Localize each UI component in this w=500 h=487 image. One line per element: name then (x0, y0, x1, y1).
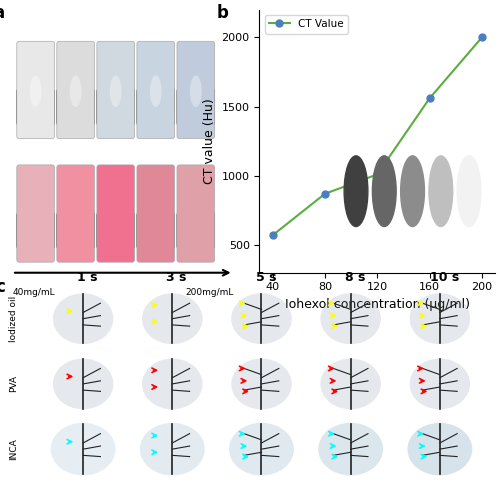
Text: 1 s: 1 s (77, 271, 98, 284)
Text: 5 s: 5 s (256, 271, 276, 284)
FancyBboxPatch shape (57, 165, 94, 262)
FancyBboxPatch shape (137, 212, 174, 249)
X-axis label: Iohexol concentration (µg/ml): Iohexol concentration (µg/ml) (284, 298, 470, 311)
Line: CT Value: CT Value (269, 34, 486, 239)
Ellipse shape (70, 75, 82, 107)
FancyBboxPatch shape (177, 89, 214, 126)
FancyBboxPatch shape (177, 165, 214, 262)
FancyBboxPatch shape (97, 165, 134, 262)
Text: 200mg/mL: 200mg/mL (185, 288, 234, 298)
FancyBboxPatch shape (137, 89, 174, 126)
Legend: CT Value: CT Value (264, 15, 348, 34)
FancyBboxPatch shape (57, 41, 94, 139)
FancyBboxPatch shape (97, 212, 134, 249)
FancyBboxPatch shape (17, 89, 54, 126)
FancyBboxPatch shape (137, 41, 174, 139)
Text: a: a (0, 4, 4, 22)
FancyBboxPatch shape (97, 89, 134, 126)
Text: 40mg/mL: 40mg/mL (12, 288, 54, 298)
Text: 10 s: 10 s (430, 271, 459, 284)
Ellipse shape (110, 75, 122, 107)
FancyBboxPatch shape (57, 89, 94, 126)
Text: c: c (0, 279, 5, 297)
FancyBboxPatch shape (17, 165, 54, 262)
CT Value (479, 35, 485, 40)
FancyBboxPatch shape (97, 41, 134, 139)
CT Value (322, 191, 328, 197)
Ellipse shape (30, 75, 42, 107)
FancyBboxPatch shape (177, 41, 214, 139)
FancyBboxPatch shape (17, 41, 54, 139)
Text: 8 s: 8 s (345, 271, 365, 284)
FancyBboxPatch shape (177, 212, 214, 249)
FancyBboxPatch shape (57, 212, 94, 249)
FancyBboxPatch shape (17, 212, 54, 249)
Ellipse shape (150, 75, 162, 107)
CT Value (426, 95, 432, 101)
Text: 3 s: 3 s (166, 271, 187, 284)
Y-axis label: CT value (Hu): CT value (Hu) (203, 98, 216, 184)
CT Value (374, 171, 380, 177)
CT Value (270, 232, 276, 238)
Text: b: b (217, 4, 229, 22)
FancyBboxPatch shape (137, 165, 174, 262)
Ellipse shape (190, 75, 202, 107)
